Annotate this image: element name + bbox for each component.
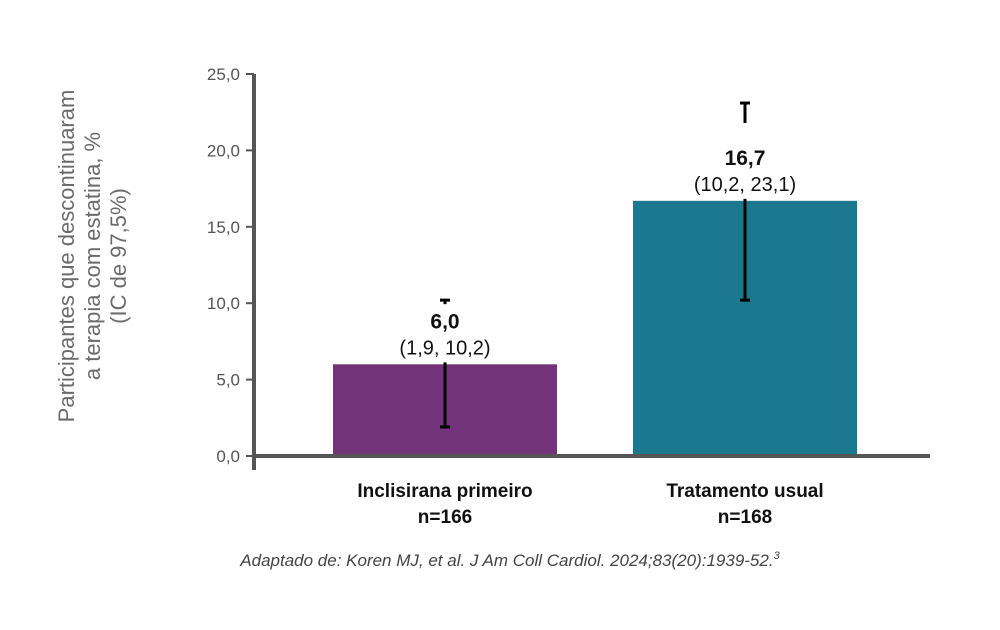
category-n-label: n=166 xyxy=(418,507,472,528)
y-axis-label-line-1: Participantes que descontinuaram xyxy=(54,90,79,423)
y-tick-label: 15,0 xyxy=(207,218,240,237)
ci-label: (1,9, 10,2) xyxy=(399,337,490,359)
y-axis-label: Participantes que descontinuaram a terap… xyxy=(54,90,131,423)
value-label: 16,7 xyxy=(725,147,766,170)
category-label: Inclisirana primeiro xyxy=(357,481,532,502)
category-label: Tratamento usual xyxy=(666,481,823,502)
value-label: 6,0 xyxy=(430,310,459,333)
ci-label: (10,2, 23,1) xyxy=(694,174,796,196)
source-caption: Adaptado de: Koren MJ, et al. J Am Coll … xyxy=(239,550,780,570)
y-tick-label: 0,0 xyxy=(216,447,240,466)
y-axis-label-line-3: (IC de 97,5%) xyxy=(106,188,131,324)
y-tick-label: 5,0 xyxy=(216,371,240,390)
y-axis-label-line-2: a terapia com estatina, % xyxy=(80,132,105,380)
y-tick-label: 20,0 xyxy=(207,141,240,160)
category-n-label: n=168 xyxy=(718,507,772,528)
y-tick-label: 25,0 xyxy=(207,65,240,84)
y-tick-label: 10,0 xyxy=(207,294,240,313)
